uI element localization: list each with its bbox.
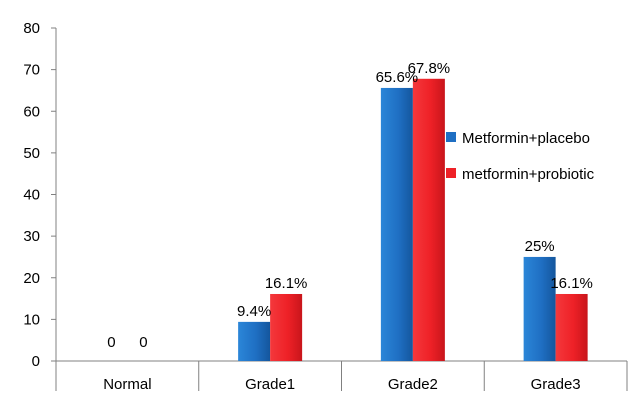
y-tick-label: 40 [23,187,40,204]
x-tick-label: Grade3 [531,376,581,393]
y-tick-label: 50 [23,145,40,162]
bar [555,293,588,361]
y-tick-label: 70 [23,62,40,79]
y-tick-label: 30 [23,228,40,245]
x-tick-label: Normal [103,376,151,393]
bar [238,321,271,361]
data-label: 65.6% [376,69,419,86]
data-label: 0 [139,334,147,351]
data-label: 16.1% [265,275,308,292]
data-label: 9.4% [237,303,271,320]
legend-swatch [446,132,456,142]
y-tick-label: 0 [32,353,40,370]
y-tick-label: 60 [23,103,40,120]
legend-label: Metformin+placebo [462,130,590,147]
data-label: 67.8% [408,60,451,77]
bar [380,87,413,361]
bar [270,293,303,361]
y-tick-label: 80 [23,20,40,37]
x-tick-label: Grade2 [388,376,438,393]
bar [412,78,445,361]
legend-label: metformin+probiotic [462,166,595,183]
x-tick-label: Grade1 [245,376,295,393]
data-label: 25% [525,238,555,255]
data-label: 0 [107,334,115,351]
y-tick-label: 20 [23,270,40,287]
y-tick-label: 10 [23,311,40,328]
legend-swatch [446,168,456,178]
bar [523,256,556,361]
data-label: 16.1% [550,275,593,292]
